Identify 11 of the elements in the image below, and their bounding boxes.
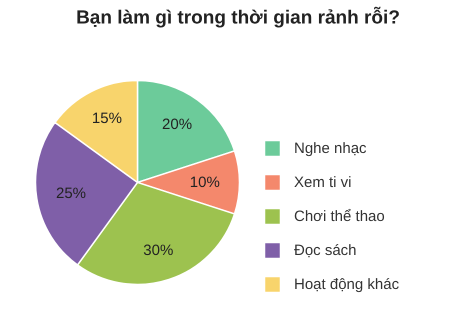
legend-label: Đọc sách <box>294 242 357 258</box>
data-label: 15% <box>92 110 122 128</box>
data-label: 20% <box>162 116 192 134</box>
legend-label: Chơi thể thao <box>294 208 385 224</box>
chart-title: Bạn làm gì trong thời gian rảnh rỗi? <box>76 6 400 28</box>
legend-label: Nghe nhạc <box>294 140 367 156</box>
data-label: 25% <box>56 185 86 202</box>
data-label: 30% <box>143 242 174 260</box>
legend-label: Hoạt động khác <box>294 276 400 292</box>
data-label: 10% <box>190 174 220 191</box>
legend-label: Xem ti vi <box>294 174 352 190</box>
